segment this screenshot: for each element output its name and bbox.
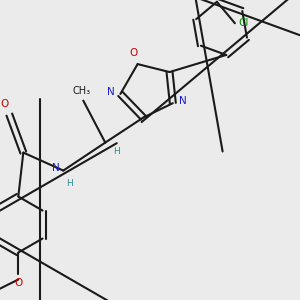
Text: O: O (0, 99, 8, 109)
Text: N: N (52, 163, 59, 172)
Text: N: N (106, 87, 114, 97)
Text: O: O (130, 48, 138, 58)
Text: O: O (14, 278, 22, 289)
Text: CH₃: CH₃ (72, 85, 90, 96)
Text: Cl: Cl (238, 18, 248, 28)
Text: H: H (66, 178, 73, 188)
Text: H: H (113, 147, 120, 156)
Text: N: N (179, 96, 187, 106)
